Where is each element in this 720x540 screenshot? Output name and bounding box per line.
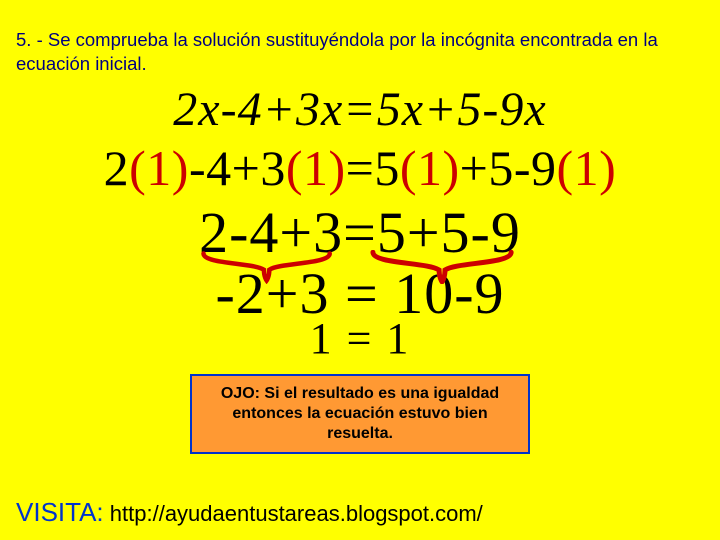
equation-simplified: 2-4+3=5+5-9 <box>199 199 521 266</box>
note-box: OJO: Si el resultado es una igualdad ent… <box>190 374 530 454</box>
equation-result: 1 = 1 <box>0 313 720 364</box>
eq1-var: x <box>402 83 424 136</box>
eq1-seg: =5 <box>343 83 401 136</box>
eq2-sub: (1) <box>400 140 460 196</box>
eq2-sub: (1) <box>286 140 346 196</box>
note-text: OJO: Si el resultado es una igualdad ent… <box>221 385 499 442</box>
eq1-var: x <box>524 83 546 136</box>
footer-label: VISITA: <box>16 497 104 527</box>
footer-url: http://ayudaentustareas.blogspot.com/ <box>110 501 483 526</box>
header-text: 5. - Se comprueba la solución sustituyén… <box>16 29 658 74</box>
eq2-seg: -4+3 <box>189 140 286 196</box>
eq2-seg: +5-9 <box>460 140 557 196</box>
step-header: 5. - Se comprueba la solución sustituyén… <box>0 0 720 76</box>
equation-substituted: 2(1)-4+3(1)=5(1)+5-9(1) <box>0 139 720 197</box>
eq2-sub: (1) <box>557 140 617 196</box>
equations-block: 2x-4+3x=5x+5-9x 2(1)-4+3(1)=5(1)+5-9(1) … <box>0 82 720 454</box>
eq1-seg: -4+3 <box>221 83 321 136</box>
eq1-seg: 2 <box>173 83 198 136</box>
equation-simplified-wrap: 2-4+3=5+5-9 <box>199 197 521 266</box>
footer: VISITA: http://ayudaentustareas.blogspot… <box>16 497 483 528</box>
eq1-seg: +5-9 <box>424 83 524 136</box>
equation-original: 2x-4+3x=5x+5-9x <box>0 82 720 137</box>
eq1-var: x <box>198 83 220 136</box>
eq1-var: x <box>321 83 343 136</box>
eq2-seg: =5 <box>346 140 400 196</box>
eq2-seg: 2 <box>104 140 130 196</box>
eq2-sub: (1) <box>129 140 189 196</box>
